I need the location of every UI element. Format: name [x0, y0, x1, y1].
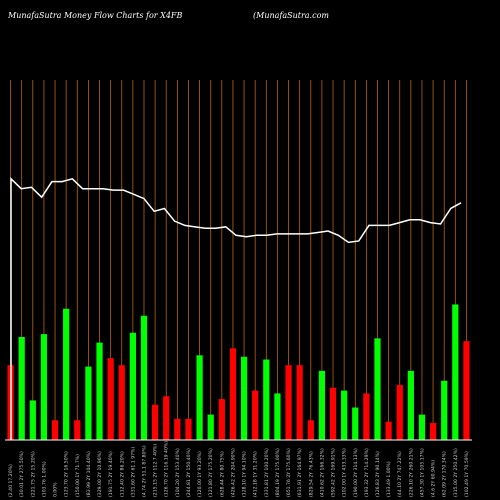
x-axis-label: (128.10 1Y 94.10%) — [242, 451, 248, 497]
money-flow-bar — [229, 348, 237, 440]
x-axis-label: (191.75 2Y 19.40%) — [108, 451, 114, 497]
x-axis-label: (804.19 2Y 175.00%) — [275, 448, 281, 497]
x-axis-labels: (2.40 17.20%) (30.01 2Y 275.50%) (221.75 2… — [8, 441, 470, 497]
money-flow-bar — [418, 414, 426, 440]
x-axis-label: (150.00 1Y 71.7%) — [75, 454, 81, 497]
money-flow-bar — [140, 315, 148, 440]
x-axis-label: (44.10 2Y 747.22%) — [397, 451, 403, 497]
money-flow-bar — [207, 414, 214, 440]
x-axis-label: (104.20 2Y 153.40%) — [175, 448, 181, 497]
x-axis-label: (592.42 2Y 169.91%) — [331, 448, 337, 497]
x-axis-label: (123.70 2Y 16.50%) — [64, 451, 70, 497]
x-axis-label: (4.6 2Y 60.94%) — [431, 460, 437, 497]
money-flow-bar — [196, 355, 203, 440]
x-axis-label: (244.81 2Y 150.40%) — [186, 448, 192, 497]
x-axis-label: (2.40 17.20%) — [8, 464, 14, 497]
money-flow-bar — [40, 334, 48, 440]
x-axis-label: (103.76 1.00%) — [41, 461, 47, 497]
x-axis-label: (412.18 1Y 31.20%) — [253, 451, 259, 497]
x-axis-label: (62.09 2Y 170.34%) — [442, 451, 448, 497]
money-flow-bar — [396, 384, 403, 440]
money-flow-bar — [85, 366, 92, 440]
x-axis-label: (102.49 1Y 70.59%) — [464, 451, 470, 497]
money-flow-bar — [252, 390, 259, 440]
chart-title: MunafaSutra Money Flow Charts for X4FB — [8, 11, 183, 20]
x-axis-label: (102.00 1Y 433.33%) — [342, 448, 348, 497]
money-flow-bar — [352, 407, 359, 440]
money-flow-bar — [163, 396, 170, 440]
x-axis-label: (112.40 2Y 86.20%) — [119, 451, 125, 497]
money-flow-bar — [263, 359, 270, 440]
money-flow-bar — [296, 365, 303, 440]
money-flow-bar — [407, 370, 414, 440]
x-axis-label: (457.30 1Y 105.17%) — [419, 448, 425, 497]
money-flow-bar — [118, 365, 125, 440]
money-flow-bar — [18, 336, 25, 440]
x-axis-label: (30.01 2Y 275.50%) — [19, 451, 25, 497]
x-axis-label: 0.00% — [53, 482, 59, 497]
money-flow-bar — [74, 420, 81, 440]
money-flow-bar — [107, 358, 114, 440]
money-flow-bar — [429, 423, 437, 440]
x-axis-label: (193.32 2Y 714.29%) — [364, 448, 370, 497]
x-axis-label: (215.15 2Y 112.7 40%) — [153, 444, 159, 497]
money-flow-bar — [274, 393, 281, 440]
x-axis-label: (631.91 2Y 164.97%) — [297, 448, 303, 497]
x-axis-label: (221.75 2Y 15.20%) — [30, 451, 36, 497]
x-axis-label: (83.99 2Y 104.40%) — [86, 451, 92, 497]
money-flow-bar — [285, 365, 292, 440]
money-flow-bar — [185, 418, 192, 440]
money-flow-bar — [307, 420, 314, 440]
x-axis-label: (329.00 2Y 10.96%) — [97, 451, 103, 497]
money-flow-bar — [385, 421, 392, 440]
money-flow-bar — [29, 400, 36, 440]
money-flow-bar — [329, 387, 337, 440]
money-flow-bar — [363, 393, 370, 440]
money-flow-bar — [129, 332, 136, 440]
x-axis-label: (121.80 2Y 175.20%) — [208, 448, 214, 497]
x-axis-label: (120.00 1Y 93.20%) — [197, 451, 203, 497]
x-axis-label: (133.49 1.00%) — [386, 461, 392, 497]
price-line — [10, 177, 462, 440]
money-flow-bar — [240, 356, 248, 440]
money-flow-bar — [463, 341, 470, 440]
x-axis-label: (126.83 2Y 90.14%) — [375, 451, 381, 497]
money-flow-bar — [318, 370, 326, 440]
money-flow-bar — [51, 420, 59, 440]
money-flow-bar — [452, 304, 459, 440]
x-axis-label: (331.81 2Y 100.20%) — [264, 448, 270, 497]
money-flow-bar — [151, 404, 159, 440]
x-axis-label: (190.00 2Y 314.13%) — [353, 448, 359, 497]
x-axis-label: (315.00 2Y 250.42%) — [453, 448, 459, 497]
x-axis-label: (628.44 2Y 80.75%) — [219, 451, 225, 497]
money-flow-bar — [218, 399, 225, 440]
money-flow-bar — [341, 390, 348, 440]
x-axis-label: (126.70 2Y 116.19 40%) — [164, 441, 170, 497]
money-flow-bar — [374, 338, 381, 440]
money-flow-bar — [441, 380, 448, 440]
x-axis-label: (226.10 2Y 260.21%) — [408, 448, 414, 497]
x-axis-label: (4.74 2Y 51.1 87.80%) — [141, 445, 147, 497]
x-axis-label: (651.76 2Y 175.60%) — [286, 448, 292, 497]
money-flow-bar — [63, 308, 70, 440]
x-axis-label: (331.60 2Y 61.1 97%) — [130, 447, 136, 497]
x-axis-label: (829.54 2Y 76.43%) — [308, 451, 314, 497]
money-flow-bar — [174, 418, 181, 440]
x-axis-label: (410.62 2Y 166.32%) — [319, 448, 325, 497]
money-flow-bar — [96, 342, 103, 440]
site-credit: (MunafaSutra.com — [253, 11, 329, 20]
x-axis-label: (426.42 2Y 204.90%) — [230, 448, 236, 497]
